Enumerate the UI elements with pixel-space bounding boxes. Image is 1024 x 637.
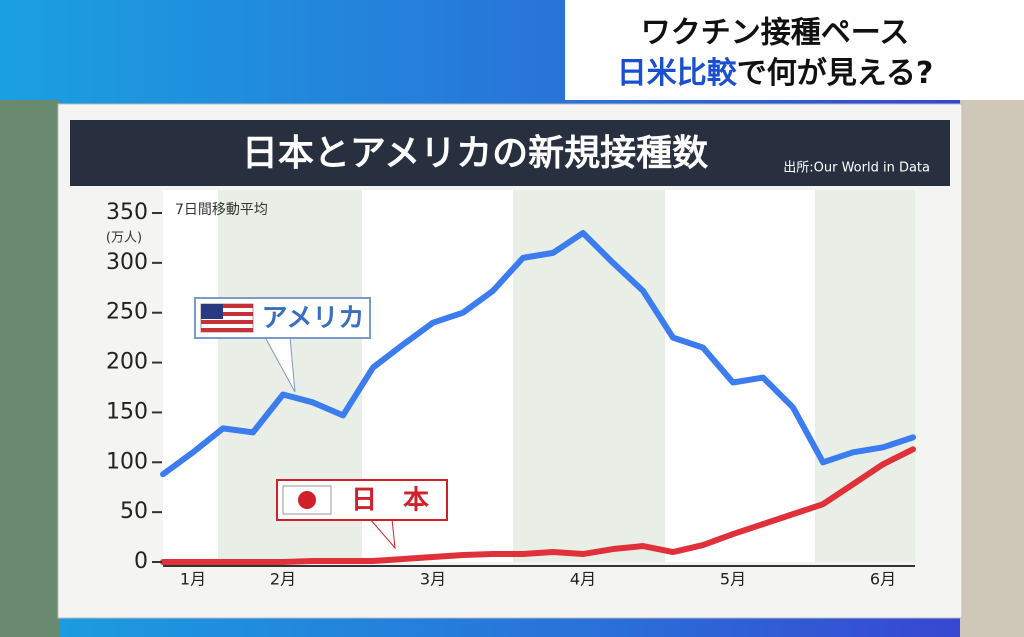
legend-label: 日 本 bbox=[351, 486, 429, 516]
chart-title: 日本とアメリカの新規接種数 bbox=[242, 133, 708, 174]
y-tick-label: 100 bbox=[106, 449, 148, 474]
x-tick-label: 4月 bbox=[570, 570, 596, 589]
y-tick-label: 50 bbox=[120, 499, 148, 524]
y-unit: (万人) bbox=[106, 231, 142, 246]
line-series bbox=[160, 229, 916, 478]
subtitle-rest: で何が見える? bbox=[737, 56, 934, 91]
y-tick-label: 0 bbox=[134, 549, 148, 574]
band bbox=[665, 190, 815, 562]
us-flag bbox=[200, 303, 254, 333]
y-tick-label: 250 bbox=[106, 300, 148, 325]
band bbox=[163, 190, 218, 562]
header-title: ワクチン接種ペース bbox=[641, 16, 910, 51]
x-tick-label: 3月 bbox=[420, 570, 446, 589]
note: 7日間移動平均 bbox=[175, 202, 268, 218]
background bbox=[960, 100, 1024, 637]
band bbox=[513, 190, 665, 562]
background bbox=[0, 100, 60, 637]
band bbox=[815, 190, 915, 562]
plot bbox=[160, 229, 916, 565]
line-series bbox=[160, 446, 916, 565]
legend-label: アメリカ bbox=[262, 304, 365, 334]
title-bar bbox=[70, 120, 950, 186]
x-tick-label: 1月 bbox=[180, 570, 206, 589]
x-tick-label: 2月 bbox=[270, 570, 296, 589]
x-tick-label: 6月 bbox=[870, 570, 896, 589]
y-tick-label: 150 bbox=[106, 399, 148, 424]
header-box bbox=[565, 0, 1024, 100]
y-tick-label: 200 bbox=[106, 350, 148, 375]
y-tick-label: 350 bbox=[106, 200, 148, 225]
x-tick-label: 5月 bbox=[720, 570, 746, 589]
source: 出所:Our World in Data bbox=[783, 161, 930, 176]
jp-flag bbox=[282, 485, 332, 515]
header-subtitle: 日米比較で何が見える? bbox=[617, 56, 934, 91]
y-tick-label: 300 bbox=[106, 250, 148, 275]
subtitle-highlight: 日米比較 bbox=[617, 56, 738, 91]
